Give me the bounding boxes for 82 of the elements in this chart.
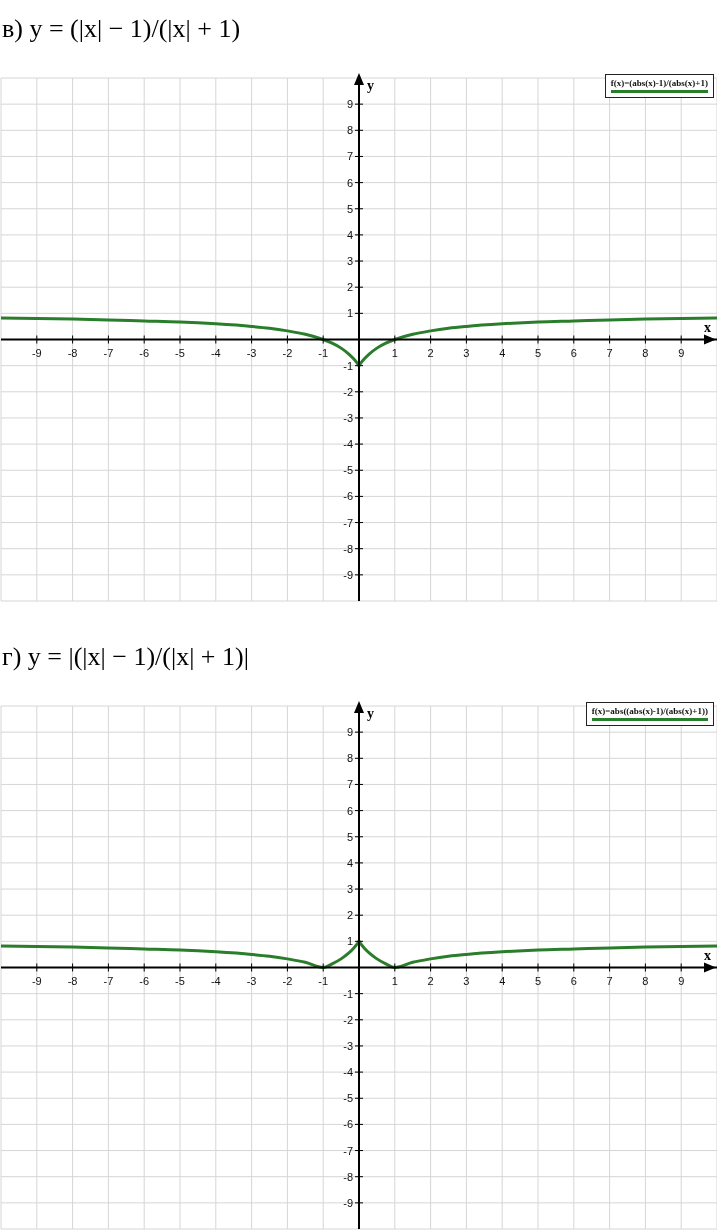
x-tick-label: -4 [210, 346, 221, 359]
x-tick-label: 1 [391, 346, 398, 359]
y-tick-label: -3 [343, 411, 353, 424]
text: f(x)=abs((abs(x)-1)/(abs(x)+1)) [591, 706, 708, 716]
y-tick-label: 7 [346, 778, 353, 791]
x-tick-label: 8 [642, 346, 649, 359]
x-tick-label: -2 [282, 346, 293, 359]
x-tick-label: 5 [534, 974, 542, 987]
y-tick-label: 7 [346, 150, 353, 163]
y-tick-label: -9 [343, 1196, 353, 1209]
y-tick-label: -6 [343, 490, 353, 503]
x-tick-label: 3 [463, 974, 470, 987]
line-series [1, 939, 717, 969]
y-tick-label: -1 [343, 987, 353, 1000]
y-tick-label: 9 [346, 98, 353, 111]
x-tick-label: 8 [642, 974, 649, 987]
y-tick-label: 1 [346, 935, 353, 948]
x-tick-label: -4 [210, 974, 221, 987]
y-tick-label: -3 [343, 1039, 353, 1052]
y-tick-label: 8 [346, 124, 353, 137]
x-tick-label: 9 [678, 974, 685, 987]
x-tick-label: -6 [139, 346, 150, 359]
y-tick-label: 2 [346, 909, 353, 922]
y-tick-label: -5 [343, 1092, 353, 1105]
y-axis-title: y [367, 78, 374, 93]
x-tick-label: 2 [427, 346, 434, 359]
x-tick-label: -5 [175, 346, 185, 359]
y-tick-label: -5 [343, 464, 353, 477]
x-tick-label: 6 [570, 974, 577, 987]
y-tick-label: 9 [346, 726, 353, 739]
x-tick-label: 4 [499, 346, 506, 359]
y-tick-label: 4 [346, 856, 353, 869]
y-tick-label: 3 [346, 255, 353, 268]
x-tick-label: -9 [31, 346, 42, 359]
text: f(x)=(abs(x)-1)/(abs(x)+1) [610, 78, 708, 88]
y-tick-label: -7 [343, 516, 353, 529]
y-tick-label: -7 [343, 1144, 353, 1157]
x-tick-label: -7 [103, 346, 114, 359]
x-tick-label: 6 [570, 346, 577, 359]
chart-title: в) y = (|x| − 1)/(|x| + 1) [1, 13, 242, 45]
y-tick-label: -8 [343, 1170, 353, 1183]
y-tick-label: 3 [346, 883, 353, 896]
y-tick-label: -2 [343, 1013, 353, 1026]
line-series [1, 316, 717, 368]
x-axis-title: x [704, 947, 711, 963]
y-tick-label: 6 [346, 804, 353, 817]
y-tick-label: 2 [346, 281, 353, 294]
x-tick-label: -8 [67, 974, 78, 987]
x-tick-label: 2 [427, 974, 434, 987]
x-tick-label: -7 [103, 974, 114, 987]
x-tick-label: -9 [31, 974, 42, 987]
x-tick-label: -8 [67, 346, 78, 359]
x-tick-label: 7 [606, 346, 613, 359]
y-tick-label: 1 [346, 307, 353, 320]
x-tick-label: -1 [318, 346, 329, 359]
x-tick-label: 3 [463, 346, 470, 359]
y-axis-title: y [367, 706, 374, 721]
chart-title: г) y = |(|x| − 1)/(|x| + 1)| [1, 641, 250, 673]
x-tick-label: -6 [139, 974, 150, 987]
x-tick-label: 9 [678, 346, 685, 359]
y-tick-label: 8 [346, 752, 353, 765]
x-tick-label: -3 [246, 974, 257, 987]
y-tick-label: -9 [343, 568, 353, 581]
y-tick-label: -4 [343, 1066, 353, 1079]
y-tick-label: 6 [346, 176, 353, 189]
x-tick-label: -2 [282, 974, 293, 987]
y-tick-label: -4 [343, 438, 353, 451]
x-tick-label: 4 [499, 974, 506, 987]
x-axis-title: x [704, 319, 711, 335]
x-tick-label: 7 [606, 974, 613, 987]
y-tick-label: 5 [346, 830, 353, 843]
y-tick-label: 4 [346, 228, 353, 241]
x-tick-label: -5 [175, 974, 185, 987]
y-tick-label: -2 [343, 385, 353, 398]
y-tick-label: -6 [343, 1118, 353, 1131]
x-tick-label: 5 [534, 346, 542, 359]
y-tick-label: -1 [343, 359, 353, 372]
x-tick-label: -3 [246, 346, 257, 359]
y-tick-label: -8 [343, 542, 353, 555]
x-tick-label: -1 [318, 974, 329, 987]
y-tick-label: 5 [346, 202, 353, 215]
x-tick-label: 1 [391, 974, 398, 987]
